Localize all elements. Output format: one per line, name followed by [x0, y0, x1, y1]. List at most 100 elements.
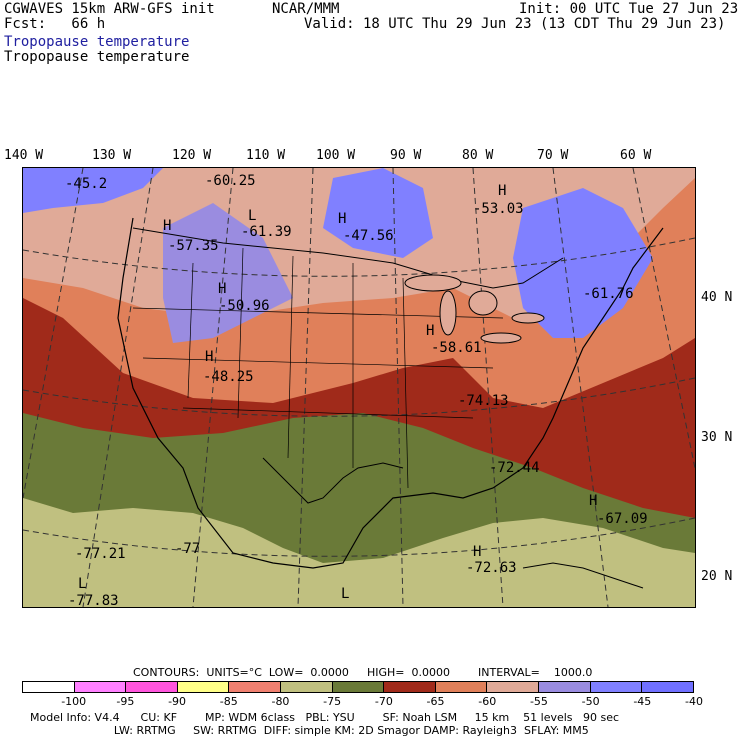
map-label-value: -77.83 [68, 593, 119, 607]
map-label-value: -57.35 [168, 238, 219, 254]
lon-label-60w: 60 W [620, 148, 652, 163]
map-label-type: H [218, 281, 226, 297]
color-legend-label: -70 [374, 695, 393, 708]
graticule-line [82, 168, 154, 607]
map-label-type: L [78, 576, 86, 592]
color-legend-label: -60 [478, 695, 497, 708]
color-legend-label: -40 [685, 695, 703, 708]
map-label-value: -67.09 [597, 511, 648, 527]
map-label-type: L [341, 586, 349, 602]
model-info-line2: LW: RRTMG SW: RRTMG DIFF: simple KM: 2D … [30, 724, 589, 737]
color-legend-label: -95 [116, 695, 135, 708]
contour-high: HIGH= 0.0000 [367, 666, 451, 679]
lon-label-100w: 100 W [316, 148, 356, 163]
lat-label-30n: 30 N [701, 430, 733, 445]
color-legend-label: -45 [633, 695, 652, 708]
color-legend-label: -75 [323, 695, 342, 708]
map-label-value: -48.25 [203, 369, 254, 385]
lon-label-90w: 90 W [390, 148, 422, 163]
lat-label-40n: 40 N [701, 290, 733, 305]
color-legend-label: -50 [581, 695, 600, 708]
model-info-line1: Model Info: V4.4 CU: KF MP: WDM 6class P… [30, 711, 620, 724]
state-border [402, 277, 409, 489]
cuba-coast [522, 562, 644, 589]
color-legend-swatch [642, 682, 693, 692]
field-title-blue: Tropopause temperature [4, 34, 190, 50]
map-label-value: -47.56 [343, 228, 394, 244]
lon-label-80w: 80 W [462, 148, 494, 163]
color-legend-label: -80 [271, 695, 290, 708]
lake-huron [468, 290, 498, 316]
map-label-value: -77.21 [75, 546, 126, 562]
center-name: NCAR/MMM [272, 1, 340, 17]
map-label-type: H [426, 323, 434, 339]
color-legend-swatch [23, 682, 75, 692]
coastline [117, 217, 664, 569]
state-borders [132, 247, 504, 489]
graticule-line [297, 168, 314, 607]
field-title-black: Tropopause temperature [4, 49, 190, 65]
lake-superior [404, 274, 462, 292]
color-legend-label: -55 [529, 695, 548, 708]
graticule [23, 168, 695, 607]
color-legend-label: -85 [219, 695, 238, 708]
graticule-line [472, 168, 504, 607]
map-label-value: -58.61 [431, 340, 482, 356]
state-border [237, 247, 244, 419]
color-legend-swatch [229, 682, 282, 692]
graticule-line [552, 168, 609, 607]
color-legend-label: -100 [61, 695, 87, 708]
color-legend-swatch [539, 682, 591, 692]
model-title: CGWAVES 15km ARW-GFS init [4, 1, 215, 17]
color-legend-swatch [281, 682, 333, 692]
map-label-type: H [205, 349, 213, 365]
lon-label-110w: 110 W [246, 148, 286, 163]
lon-label-130w: 130 W [92, 148, 132, 163]
lat-label-20n: 20 N [701, 569, 733, 584]
forecast-hour: Fcst: 66 h [4, 16, 106, 32]
color-legend-swatch [74, 682, 127, 692]
lon-label-70w: 70 W [537, 148, 569, 163]
map-label-value: -50.96 [219, 298, 270, 314]
map-label-value: -45.2 [65, 176, 107, 192]
map-label-value: -72.44 [489, 460, 540, 476]
color-legend-swatch [435, 682, 488, 692]
lon-label-120w: 120 W [172, 148, 212, 163]
map-label-type: H [498, 183, 506, 199]
color-legend-label: -90 [168, 695, 187, 708]
state-border [182, 407, 474, 419]
us-canada-border [132, 227, 564, 289]
color-legend-swatch [177, 682, 230, 692]
map-label-value: -60.25 [205, 173, 256, 189]
state-border [187, 262, 194, 399]
color-legend-swatch [332, 682, 385, 692]
color-legend-swatch [590, 682, 643, 692]
great-lakes [404, 274, 545, 344]
map-panel: -60.25 -45.2 H -57.35 L -61.39 H -47.56 … [22, 167, 696, 608]
contour-interval: INTERVAL= 1000.0 [478, 666, 593, 679]
map-label-value: -53.03 [473, 201, 524, 217]
color-legend-bar [22, 681, 694, 693]
graticule-line [632, 168, 695, 469]
graticule-line [192, 168, 234, 607]
map-label-value: -72.63 [466, 560, 517, 576]
lake-ontario [511, 312, 545, 324]
us-mexico-border [262, 457, 404, 504]
pressure-labels: -60.25 -45.2 H -57.35 L -61.39 H -47.56 … [65, 173, 648, 607]
color-legend-swatch [384, 682, 436, 692]
map-label-value: -61.39 [241, 224, 292, 240]
init-time: Init: 00 UTC Tue 27 Jun 23 [519, 1, 739, 17]
shading-minus75 [23, 498, 695, 607]
color-legend-swatch [487, 682, 540, 692]
map-label-type: H [338, 211, 346, 227]
state-border [142, 357, 494, 369]
graticule-line [392, 168, 404, 607]
shading-minus45-east [513, 188, 653, 338]
lon-label-140w: 140 W [4, 148, 44, 163]
tropopause-temperature-map: -60.25 -45.2 H -57.35 L -61.39 H -47.56 … [23, 168, 695, 607]
state-border [287, 255, 294, 459]
map-label-value: -74.13 [458, 393, 509, 409]
map-label-type: L [248, 208, 256, 224]
contour-info: CONTOURS: UNITS=°C LOW= 0.0000 [133, 666, 349, 679]
color-legend-label: -65 [426, 695, 445, 708]
